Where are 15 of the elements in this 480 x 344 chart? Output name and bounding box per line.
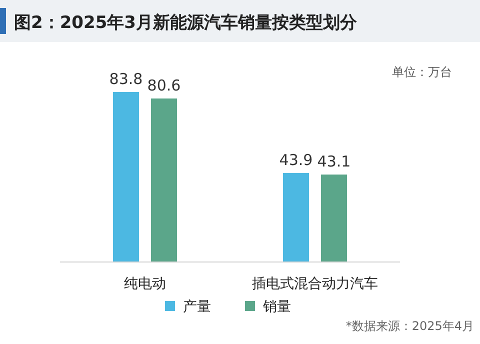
chart-title: 图2：2025年3月新能源汽车销量按类型划分 <box>14 13 358 33</box>
data-label: 80.6 <box>147 76 181 94</box>
text: *数据来源：2025年4月 <box>346 319 474 333</box>
data-label: 83.8 <box>109 70 143 88</box>
legend-label: 销量 <box>262 299 291 315</box>
text: 单位：万台 <box>392 65 452 79</box>
bar <box>283 172 309 262</box>
bar <box>321 174 347 262</box>
x-tick-label: 插电式混合动力汽车 <box>252 276 378 292</box>
x-tick-label: 纯电动 <box>124 276 166 292</box>
data-label: 43.1 <box>317 152 351 171</box>
bar <box>113 92 139 262</box>
bar <box>151 98 177 262</box>
legend-label: 产量 <box>183 299 211 315</box>
data-label: 43.9 <box>279 150 313 169</box>
